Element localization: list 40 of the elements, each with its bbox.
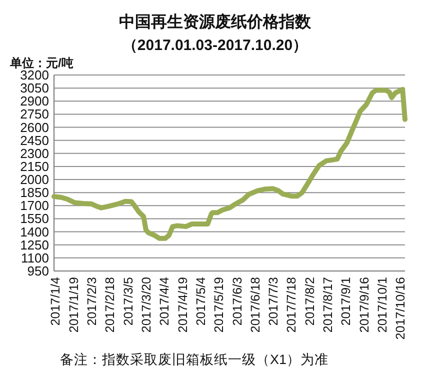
x-tick-label: 2017/3/20 [139, 276, 154, 333]
x-tick-label: 2017/2/3 [85, 276, 100, 326]
y-tick-label: 3200 [20, 68, 49, 82]
x-tick-label: 2017/5/4 [194, 276, 208, 326]
y-tick-label: 3050 [20, 80, 49, 96]
y-tick-label: 2450 [20, 132, 49, 148]
x-tick-label: 2017/6/18 [248, 276, 262, 333]
x-tick-label: 2017/7/3 [266, 276, 281, 326]
y-tick-label: 2150 [20, 158, 49, 174]
y-tick-label: 1100 [21, 250, 49, 266]
y-tick-label: 1250 [20, 237, 49, 252]
y-axis-title: 单位：元/吨 [9, 56, 74, 70]
x-tick-label: 2017/1/4 [48, 276, 63, 326]
x-tick-label: 2017/10/1 [376, 276, 390, 333]
x-tick-label: 2017/8/2 [302, 276, 317, 326]
x-tick-label: 2017/9/1 [339, 276, 354, 326]
y-tick-label: 950 [27, 264, 49, 278]
x-tick-label: 2017/4/19 [176, 276, 190, 333]
chart-title: 中国再生资源废纸价格指数 [119, 13, 312, 31]
y-tick-label: 1850 [20, 185, 49, 200]
x-tick-label: 2017/8/17 [321, 276, 336, 333]
y-tick-label: 1550 [20, 211, 49, 226]
y-tick-label: 2300 [20, 146, 49, 161]
y-tick-label: 2750 [20, 106, 49, 122]
x-tick-label: 2017/6/3 [230, 276, 244, 326]
x-tick-label: 2017/3/5 [121, 276, 136, 326]
x-tick-label: 2017/1/19 [66, 276, 81, 333]
x-tick-label: 2017/5/19 [212, 276, 226, 333]
y-tick-label: 2600 [20, 120, 49, 135]
x-tick-label: 2017/2/18 [103, 276, 118, 333]
x-tick-label: 2017/10/16 [394, 276, 408, 340]
x-tick-label: 2017/7/18 [284, 276, 299, 333]
text: 备注：指数采取废旧箱板纸一级（X1）为准 [60, 352, 329, 367]
y-tick-label: 2900 [20, 94, 49, 109]
x-tick-label: 2017/4/4 [158, 276, 172, 326]
y-tick-label: 2000 [20, 172, 49, 188]
y-tick-label: 1700 [20, 198, 49, 214]
x-tick-label: 2017/9/16 [357, 276, 372, 333]
chart-subtitle: （2017.01.03-2017.10.20） [122, 37, 308, 54]
y-tick-label: 1400 [20, 224, 49, 240]
